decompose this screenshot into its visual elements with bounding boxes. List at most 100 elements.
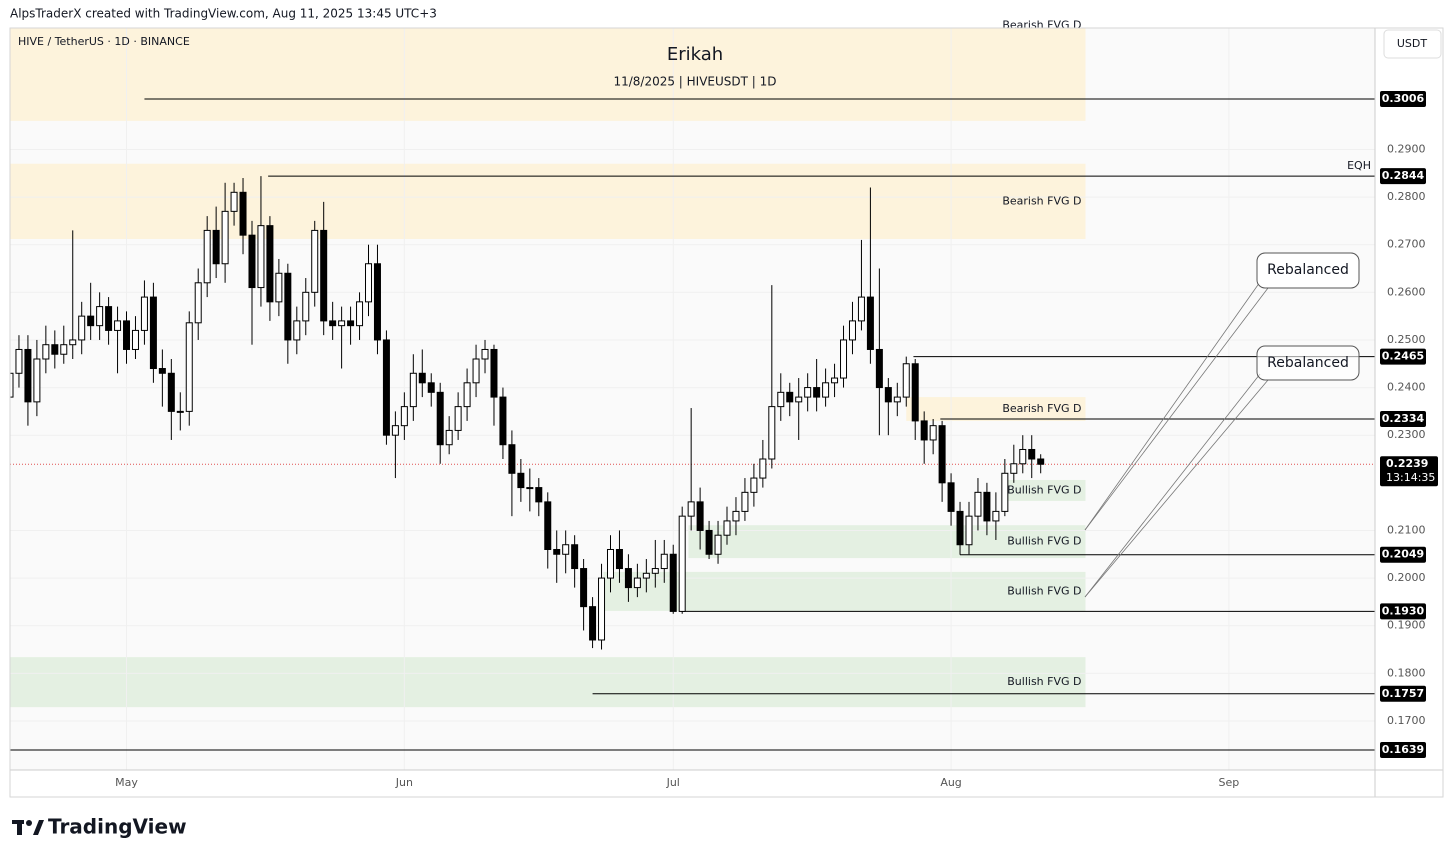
- candle-body: [1037, 458, 1045, 465]
- candle-body: [33, 358, 41, 403]
- candle-body: [158, 368, 166, 374]
- plot-background: [10, 28, 1375, 770]
- candle-body: [42, 344, 50, 360]
- attribution: AlpsTraderX created with TradingView.com…: [10, 7, 437, 21]
- candle-body: [1001, 472, 1009, 512]
- candle-body: [956, 510, 964, 546]
- candle-body: [723, 520, 731, 536]
- candle-body: [149, 296, 157, 370]
- candle-body: [893, 396, 901, 403]
- candle-body: [884, 387, 892, 403]
- candle-body: [302, 291, 310, 322]
- level-label-box: [1380, 603, 1426, 620]
- fvg-zone: [10, 28, 1086, 121]
- level-label-box: [1380, 348, 1426, 365]
- candle-body: [517, 472, 525, 489]
- candle-body: [866, 296, 874, 350]
- candle-body: [929, 425, 937, 441]
- candle-body: [69, 339, 77, 346]
- y-tick-label: 0.2800: [1387, 190, 1426, 203]
- fvg-zone: [10, 657, 1086, 708]
- zone-label: Bearish FVG D: [1002, 19, 1081, 32]
- candle-body: [606, 548, 614, 579]
- currency-button[interactable]: [1383, 29, 1442, 59]
- candle-body: [992, 510, 1000, 522]
- candle-body: [123, 320, 131, 350]
- candle-body: [347, 320, 355, 327]
- zone-label: Bearish FVG D: [1002, 402, 1081, 415]
- candle-body: [427, 382, 435, 393]
- candle-body: [508, 444, 516, 474]
- candle-body: [382, 339, 390, 436]
- y-tick-label: 0.1900: [1387, 619, 1426, 632]
- candle-body: [902, 363, 910, 398]
- candle-body: [678, 515, 686, 612]
- y-tick-label: 0.1800: [1387, 666, 1426, 679]
- eqh-label: EQH: [1347, 159, 1371, 172]
- level-label: 0.2049: [1382, 548, 1424, 561]
- chart-title: Erikah: [667, 44, 723, 65]
- level-label: 0.1639: [1382, 743, 1424, 756]
- candle-body: [230, 191, 238, 212]
- candle-body: [114, 320, 122, 331]
- candle-body: [822, 382, 830, 398]
- candle-body: [580, 568, 588, 608]
- candle-body: [481, 348, 489, 360]
- candle-body: [96, 306, 104, 327]
- level-label-box: [1380, 90, 1426, 107]
- candle-body: [167, 372, 175, 412]
- candle-body: [365, 263, 373, 303]
- candle-body: [813, 387, 821, 398]
- candle-body: [535, 487, 543, 503]
- candle-body: [750, 477, 758, 493]
- candle-body: [624, 568, 632, 589]
- candle-body: [24, 348, 32, 403]
- y-tick-label: 0.2500: [1387, 333, 1426, 346]
- candle-body: [553, 548, 561, 555]
- zone-label: Bullish FVG D: [1007, 675, 1081, 688]
- candle-body: [436, 391, 444, 446]
- candle-body: [651, 568, 659, 574]
- zone-label: Bullish FVG D: [1007, 483, 1081, 496]
- callout-text: Rebalanced: [1267, 262, 1349, 278]
- callout-text: Rebalanced: [1267, 355, 1349, 371]
- candle-body: [804, 387, 812, 398]
- last-price-box: [1380, 456, 1438, 487]
- candle-body: [391, 425, 399, 436]
- callout-box: [1256, 252, 1360, 289]
- level-label-box: [1380, 168, 1426, 185]
- candle-body: [947, 482, 955, 512]
- callout-box: [1256, 345, 1360, 381]
- chart-subtitle: 11/8/2025 | HIVEUSDT | 1D: [613, 75, 776, 89]
- candle-body: [589, 606, 597, 641]
- candle-body: [131, 329, 139, 350]
- candle-body: [732, 510, 740, 522]
- candle-body: [87, 315, 95, 327]
- pane-border: [9, 27, 1444, 798]
- candle-body: [660, 553, 668, 570]
- level-label: 0.1930: [1382, 604, 1425, 617]
- level-label: 0.2844: [1382, 169, 1425, 182]
- candle-body: [400, 406, 408, 427]
- candle-body: [221, 210, 229, 265]
- symbol-info: HIVE / TetherUS · 1D · BINANCE: [18, 35, 190, 48]
- y-tick-label: 0.2300: [1387, 428, 1426, 441]
- candle-body: [598, 577, 606, 641]
- level-label-box: [1380, 741, 1426, 758]
- candle-body: [759, 458, 767, 479]
- candle-body: [266, 225, 274, 303]
- candle-body: [356, 301, 364, 327]
- candle-body: [176, 410, 184, 413]
- candle-body: [1028, 448, 1036, 460]
- candle-body: [911, 363, 919, 422]
- candle-body: [840, 339, 848, 379]
- candle-body: [526, 487, 534, 490]
- y-tick-label: 0.2400: [1387, 381, 1426, 394]
- fvg-zone: [10, 163, 1086, 239]
- level-label: 0.2334: [1382, 412, 1425, 425]
- currency: USDT: [1397, 37, 1428, 50]
- candle-body: [275, 272, 283, 303]
- candle-body: [696, 501, 704, 531]
- candle-body: [105, 306, 113, 331]
